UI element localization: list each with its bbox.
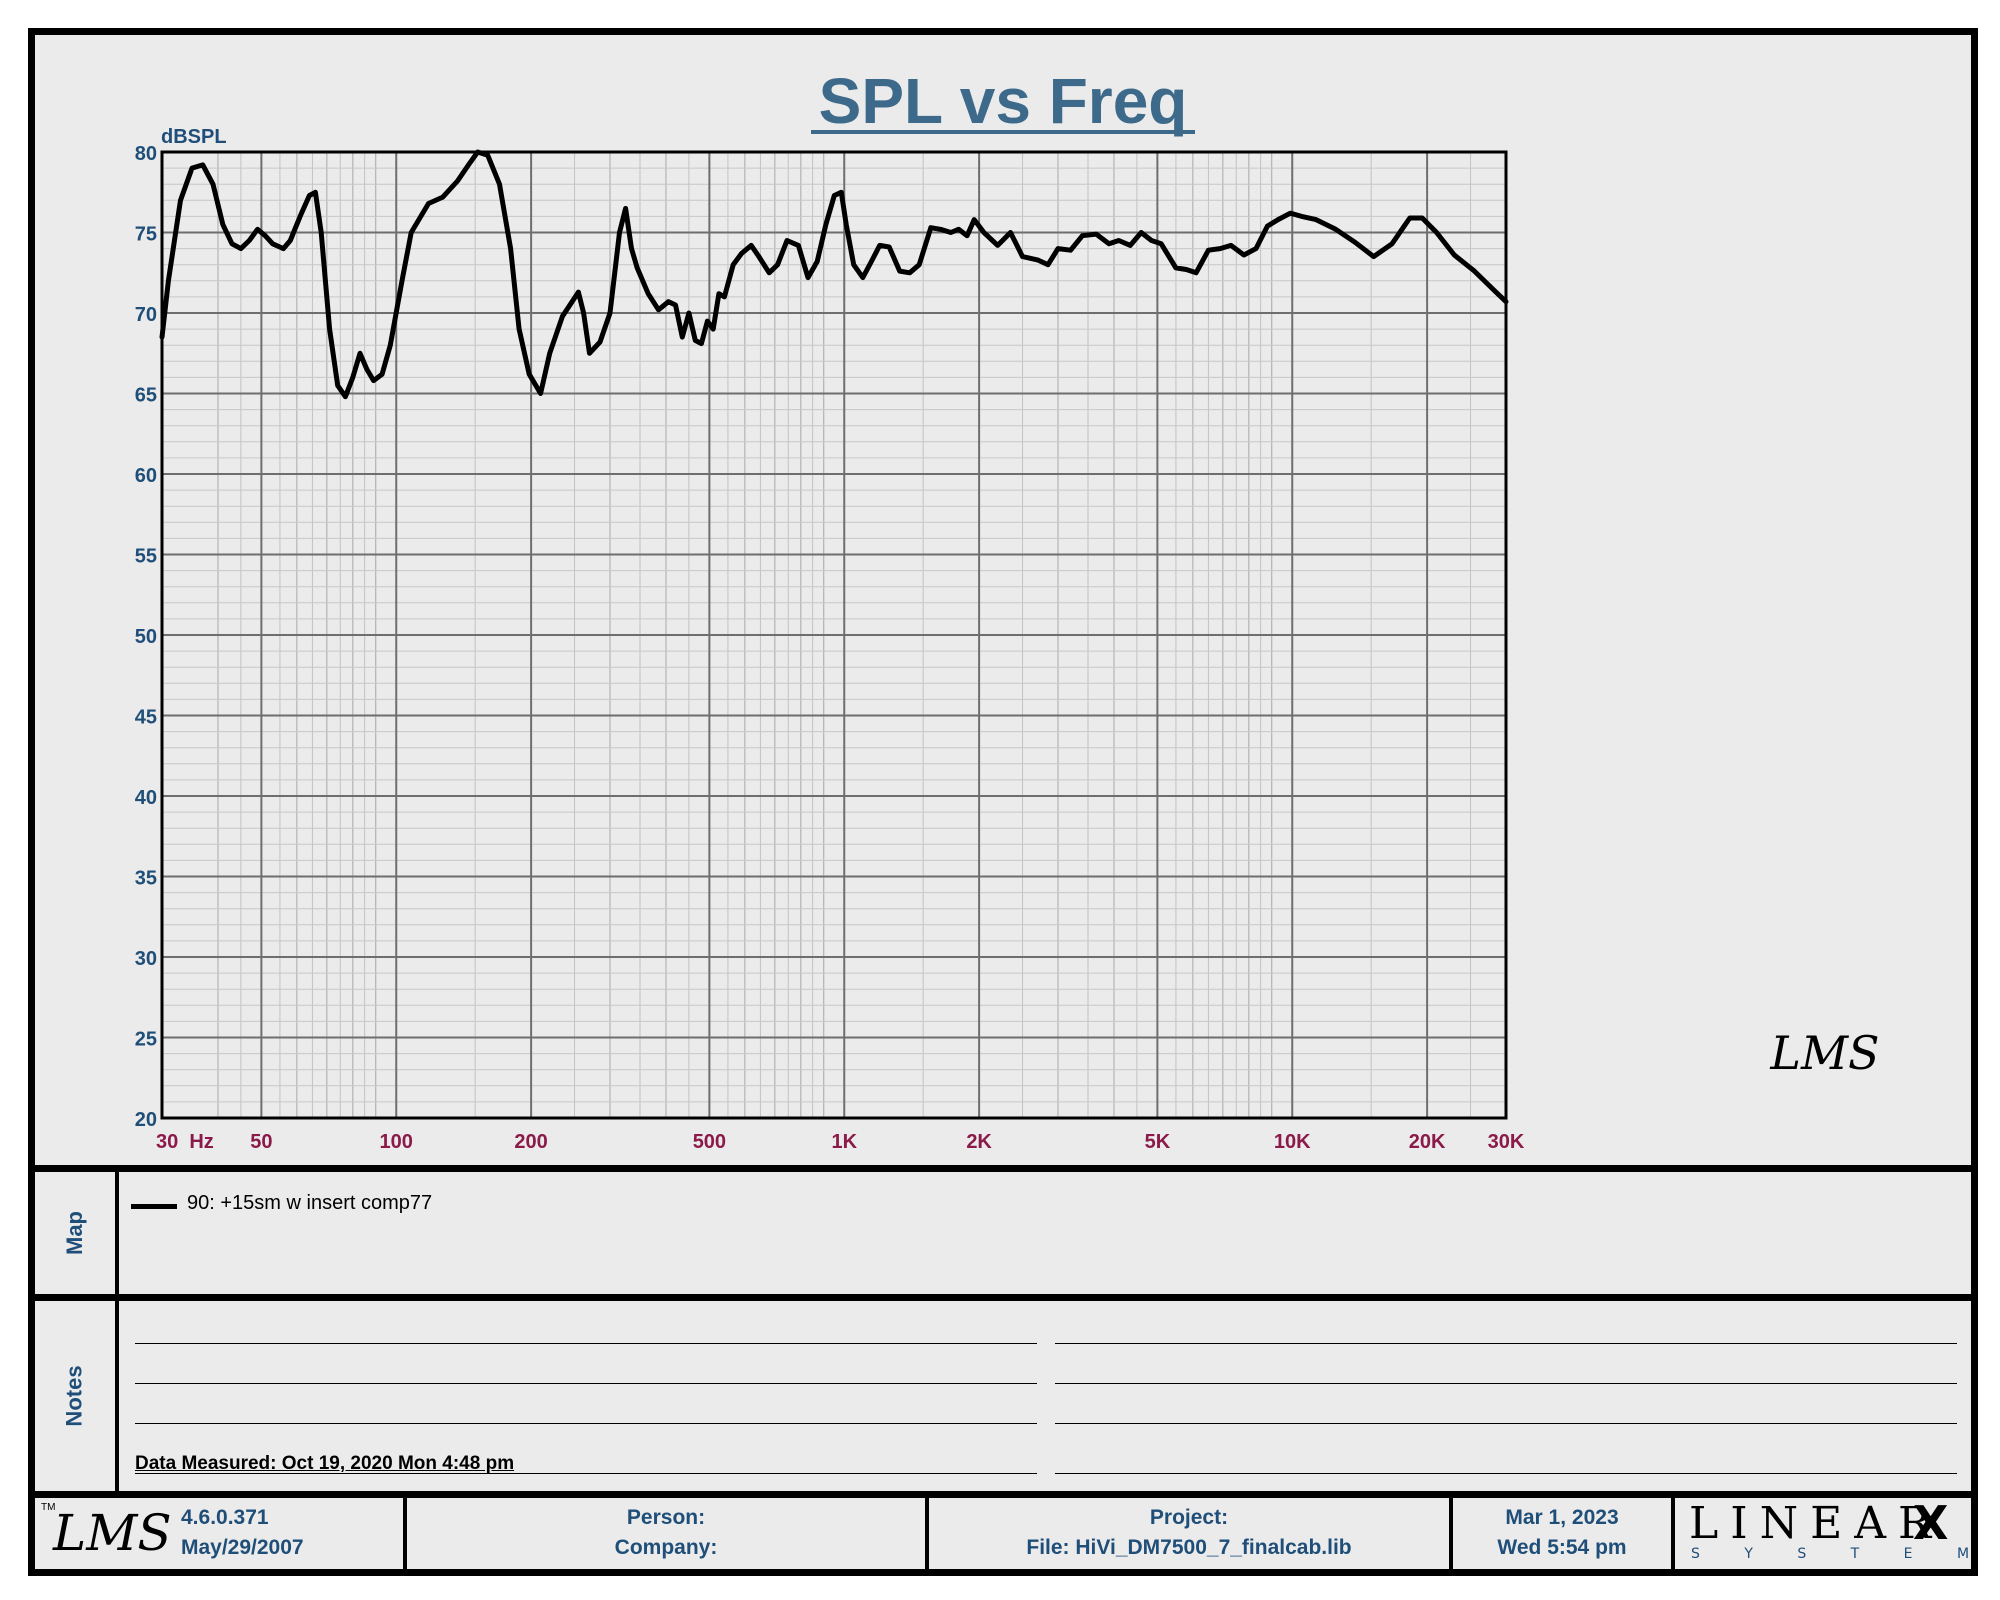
x-tick-label: 20K xyxy=(1409,1131,1446,1153)
plot-frame xyxy=(160,150,1508,1120)
y-tick-label: 80 xyxy=(135,143,157,165)
report-date: Mar 1, 2023 xyxy=(1505,1506,1619,1529)
y-tick-label: 45 xyxy=(135,707,157,729)
y-tick-label: 65 xyxy=(135,385,157,407)
file-label: File: HiVi_DM7500_7_finalcab.lib xyxy=(1026,1536,1352,1559)
note-line xyxy=(1055,1383,1957,1384)
build-date: May/29/2007 xyxy=(181,1536,304,1559)
chart-title: SPL vs Freq xyxy=(819,65,1188,137)
y-tick-label: 70 xyxy=(135,304,157,326)
y-tick-label: 60 xyxy=(135,465,157,487)
map-label: Map xyxy=(62,1211,87,1255)
linearx-systems: S Y S T E M S xyxy=(1691,1546,2000,1562)
note-line xyxy=(1055,1473,1957,1474)
footer: TM LMS 4.6.0.371 May/29/2007 Person: Com… xyxy=(35,1496,2000,1569)
note-line xyxy=(1055,1343,1957,1344)
x-tick-label: 2K xyxy=(966,1131,992,1153)
legend-entry: 90: +15sm w insert comp77 xyxy=(187,1192,433,1214)
notes-side-label: Notes xyxy=(35,1301,115,1491)
company-label: Company: xyxy=(614,1536,718,1559)
x-tick-label: 200 xyxy=(514,1131,547,1153)
x-tick-label: 100 xyxy=(380,1131,413,1153)
divider xyxy=(115,1301,119,1491)
x-tick-label: 10K xyxy=(1274,1131,1311,1153)
note-line xyxy=(135,1473,1037,1474)
divider xyxy=(35,1165,1971,1172)
notes-label: Notes xyxy=(62,1365,87,1427)
map-panel: Map 90: +15sm w insert comp77 xyxy=(35,1172,1971,1294)
person-label: Person: xyxy=(626,1506,706,1529)
project-label: Project: xyxy=(1149,1506,1229,1529)
note-line xyxy=(1055,1423,1957,1424)
y-tick-labels: 80 75 70 65 60 55 50 45 40 35 30 25 20 xyxy=(135,143,157,1131)
data-measured-text: Data Measured: Oct 19, 2020 Mon 4:48 pm xyxy=(135,1453,515,1474)
note-line xyxy=(135,1423,1037,1424)
footer-version-cell: TM LMS 4.6.0.371 May/29/2007 xyxy=(35,1498,403,1569)
spl-chart: SPL vs Freq dBSPL 80 75 70 65 60 55 50 45 40 35 30… xyxy=(135,65,1880,1153)
chart-area: SPL vs Freq dBSPL 80 75 70 65 60 55 50 45 40 35 30… xyxy=(35,35,1971,1165)
y-axis-unit: dBSPL xyxy=(161,126,227,148)
divider xyxy=(403,1498,407,1569)
y-tick-label: 55 xyxy=(135,546,157,568)
linearx-logo: LINEAR xyxy=(1689,1498,1944,1549)
linearx-x-mark: X xyxy=(1913,1496,1949,1550)
divider xyxy=(1449,1498,1453,1569)
report-time: Wed 5:54 pm xyxy=(1497,1536,1627,1559)
lms-watermark: LMS xyxy=(1769,1026,1879,1080)
y-tick-label: 30 xyxy=(135,948,157,970)
footer-person-cell: Person: Company: xyxy=(407,1498,925,1569)
note-line xyxy=(135,1383,1037,1384)
x-tick-label: 30 Hz xyxy=(156,1131,214,1153)
series-layer xyxy=(159,149,1509,400)
footer-project-cell: Project: File: HiVi_DM7500_7_finalcab.li… xyxy=(929,1498,1449,1569)
lms-logo: LMS xyxy=(53,1504,172,1562)
divider xyxy=(35,1294,1971,1301)
y-tick-label: 75 xyxy=(135,224,157,246)
divider xyxy=(35,1491,1971,1498)
series-line xyxy=(159,149,1509,400)
y-tick-label: 50 xyxy=(135,626,157,648)
x-tick-label: 30K xyxy=(1488,1131,1525,1153)
tm-mark: TM xyxy=(41,1502,56,1513)
note-line xyxy=(135,1343,1037,1344)
x-tick-label: 1K xyxy=(831,1131,857,1153)
x-tick-label: 500 xyxy=(693,1131,726,1153)
divider xyxy=(1671,1498,1675,1569)
footer-brand-cell: LINEAR X S Y S T E M S xyxy=(1675,1496,2000,1569)
report-sheet: SPL vs Freq dBSPL 80 75 70 65 60 55 50 45 40 35 30… xyxy=(28,28,2000,1576)
x-tick-label: 5K xyxy=(1145,1131,1171,1153)
software-version: 4.6.0.371 xyxy=(181,1506,269,1529)
y-tick-label: 35 xyxy=(135,868,157,890)
y-tick-label: 40 xyxy=(135,787,157,809)
divider xyxy=(925,1498,929,1569)
notes-panel: Notes Data Measured: Oct 19, 2020 Mon 4:… xyxy=(35,1301,1971,1491)
footer-date-cell: Mar 1, 2023 Wed 5:54 pm xyxy=(1453,1498,1671,1569)
x-tick-labels: 30 Hz 50 100 200 500 1K 2K 5K 10K 20K 30K xyxy=(156,1131,1525,1153)
y-tick-label: 25 xyxy=(135,1029,157,1051)
divider xyxy=(115,1172,119,1294)
legend-swatch xyxy=(131,1204,177,1209)
map-side-label: Map xyxy=(35,1172,115,1294)
x-tick-label: 50 xyxy=(250,1131,272,1153)
y-tick-label: 20 xyxy=(135,1109,157,1131)
